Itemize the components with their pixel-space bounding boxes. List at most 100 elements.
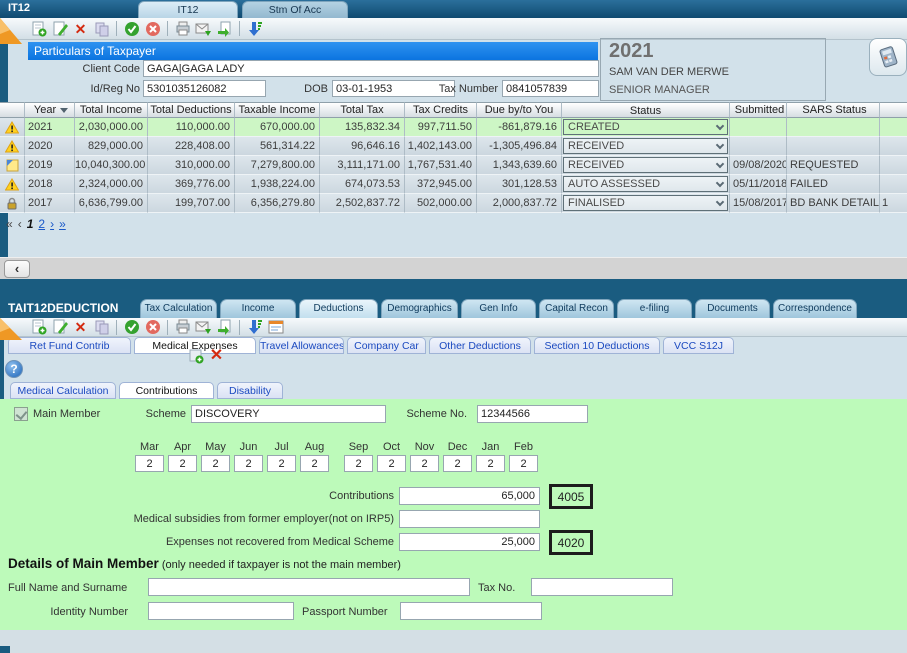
- dob-label: DOB: [304, 83, 328, 95]
- print-icon[interactable]: [174, 21, 191, 37]
- grid-header-total-tax[interactable]: Total Tax: [320, 102, 405, 118]
- page-2-link[interactable]: 2: [38, 217, 46, 231]
- tab-stm-of-acc[interactable]: Stm Of Acc: [242, 1, 348, 18]
- delete-record-icon[interactable]: ✕: [74, 319, 87, 335]
- innertab-disability[interactable]: Disability: [217, 382, 283, 399]
- month-input-jan[interactable]: [476, 455, 505, 472]
- page-last[interactable]: »: [59, 217, 66, 231]
- send-email-icon[interactable]: [195, 319, 212, 335]
- grid-header-taxable-income[interactable]: Taxable Income: [235, 102, 320, 118]
- copy-record-icon[interactable]: [93, 21, 110, 37]
- full-name-input[interactable]: [148, 578, 470, 596]
- tax-year: 2021: [609, 40, 654, 62]
- status-dropdown[interactable]: CREATED: [563, 119, 728, 135]
- month-input-jul[interactable]: [267, 455, 296, 472]
- tab-gen-info[interactable]: Gen Info: [461, 299, 536, 318]
- subtab-vcc-s12j[interactable]: VCC S12J: [663, 337, 734, 354]
- grid-header-sars-status[interactable]: SARS Status: [787, 102, 880, 118]
- subtab-ret-fund-contrib[interactable]: Ret Fund Contrib: [8, 337, 131, 354]
- accept-icon[interactable]: [123, 21, 140, 37]
- identity-number-input[interactable]: [148, 602, 294, 620]
- grid-header-status[interactable]: Status: [562, 102, 730, 118]
- subtab-travel-allowances[interactable]: Travel Allowances: [259, 337, 344, 354]
- tab-income[interactable]: Income: [220, 299, 296, 318]
- sort-descending-icon[interactable]: [246, 319, 263, 335]
- status-dropdown[interactable]: RECEIVED: [563, 157, 728, 173]
- copy-record-icon[interactable]: [93, 319, 110, 335]
- export-document-icon[interactable]: [216, 319, 233, 335]
- tax-number-input[interactable]: [502, 80, 599, 97]
- month-input-sep[interactable]: [344, 455, 373, 472]
- month-label-mar: Mar: [140, 441, 159, 453]
- remove-entry-icon[interactable]: ✕: [209, 347, 224, 364]
- tab-tax-calculation[interactable]: Tax Calculation: [140, 299, 217, 318]
- grid-header-submitted[interactable]: Submitted: [730, 102, 787, 118]
- month-input-mar[interactable]: [135, 455, 164, 472]
- subtab-section-10-deductions[interactable]: Section 10 Deductions: [534, 337, 660, 354]
- month-input-apr[interactable]: [168, 455, 197, 472]
- contributions-input[interactable]: [399, 487, 540, 505]
- send-email-icon[interactable]: [195, 21, 212, 37]
- new-record-icon[interactable]: [30, 319, 47, 335]
- expenses-input[interactable]: [399, 533, 540, 551]
- tax-no-input[interactable]: [531, 578, 673, 596]
- tab-it12[interactable]: IT12: [138, 1, 238, 18]
- grid-header-total-income[interactable]: Total Income: [75, 102, 148, 118]
- calculator-button[interactable]: [869, 38, 907, 76]
- passport-number-input[interactable]: [400, 602, 542, 620]
- help-icon[interactable]: ?: [5, 360, 23, 378]
- cancel-icon[interactable]: [144, 21, 161, 37]
- month-input-feb[interactable]: [509, 455, 538, 472]
- grid-row-2021[interactable]: 2021 2,030,000.00 110,000.00 670,000.00 …: [0, 118, 907, 137]
- grid-row-2020[interactable]: 2020 829,000.00 228,408.00 561,314.22 96…: [0, 137, 907, 156]
- add-entry-icon[interactable]: [187, 348, 204, 364]
- collapse-panel-button[interactable]: ‹: [4, 260, 30, 278]
- print-icon[interactable]: [174, 319, 191, 335]
- innertab-medical-calculation[interactable]: Medical Calculation: [10, 382, 116, 399]
- status-dropdown[interactable]: RECEIVED: [563, 138, 728, 154]
- month-input-nov[interactable]: [410, 455, 439, 472]
- tab-demographics[interactable]: Demographics: [381, 299, 458, 318]
- grid-row-2019[interactable]: 2019 10,040,300.00 310,000.00 7,279,800.…: [0, 156, 907, 175]
- accept-icon[interactable]: [123, 319, 140, 335]
- client-code-input[interactable]: [143, 60, 599, 77]
- month-input-may[interactable]: [201, 455, 230, 472]
- page-next[interactable]: ›: [50, 217, 55, 231]
- innertab-contributions[interactable]: Contributions: [119, 382, 214, 399]
- report-view-icon[interactable]: [267, 319, 284, 335]
- grid-header-total-deductions[interactable]: Total Deductions: [148, 102, 235, 118]
- edit-record-icon[interactable]: [51, 21, 68, 37]
- new-record-icon[interactable]: [30, 21, 47, 37]
- edit-record-icon[interactable]: [51, 319, 68, 335]
- month-input-dec[interactable]: [443, 455, 472, 472]
- month-input-jun[interactable]: [234, 455, 263, 472]
- page-prev[interactable]: ‹: [17, 217, 22, 231]
- tab-capital-recon[interactable]: Capital Recon: [539, 299, 614, 318]
- page-first[interactable]: «: [6, 217, 13, 231]
- tab-deductions[interactable]: Deductions: [299, 299, 378, 318]
- grid-row-2018[interactable]: 2018 2,324,000.00 369,776.00 1,938,224.0…: [0, 175, 907, 194]
- scheme-no-input[interactable]: [477, 405, 588, 423]
- grid-header-tax-credits[interactable]: Tax Credits: [405, 102, 477, 118]
- grid-header-due[interactable]: Due by/to You: [477, 102, 562, 118]
- tab-correspondence[interactable]: Correspondence: [773, 299, 857, 318]
- subtab-company-car[interactable]: Company Car: [347, 337, 426, 354]
- export-document-icon[interactable]: [216, 21, 233, 37]
- grid-row-2017[interactable]: 2017 6,636,799.00 199,707.00 6,356,279.8…: [0, 194, 907, 213]
- status-dropdown[interactable]: FINALISED: [563, 195, 728, 211]
- scheme-input[interactable]: [191, 405, 386, 423]
- tab-e-filing[interactable]: e-filing: [617, 299, 692, 318]
- delete-record-icon[interactable]: ✕: [74, 20, 87, 37]
- month-input-oct[interactable]: [377, 455, 406, 472]
- main-member-checkbox[interactable]: [14, 407, 28, 421]
- id-reg-input[interactable]: [143, 80, 266, 97]
- status-dropdown[interactable]: AUTO ASSESSED: [563, 176, 728, 192]
- dob-input[interactable]: [332, 80, 455, 97]
- sort-descending-icon[interactable]: [246, 21, 263, 37]
- subtab-other-deductions[interactable]: Other Deductions: [429, 337, 531, 354]
- month-input-aug[interactable]: [300, 455, 329, 472]
- tab-documents[interactable]: Documents: [695, 299, 770, 318]
- subsidies-input[interactable]: [399, 510, 540, 528]
- cancel-icon[interactable]: [144, 319, 161, 335]
- grid-header-year[interactable]: Year: [25, 102, 75, 118]
